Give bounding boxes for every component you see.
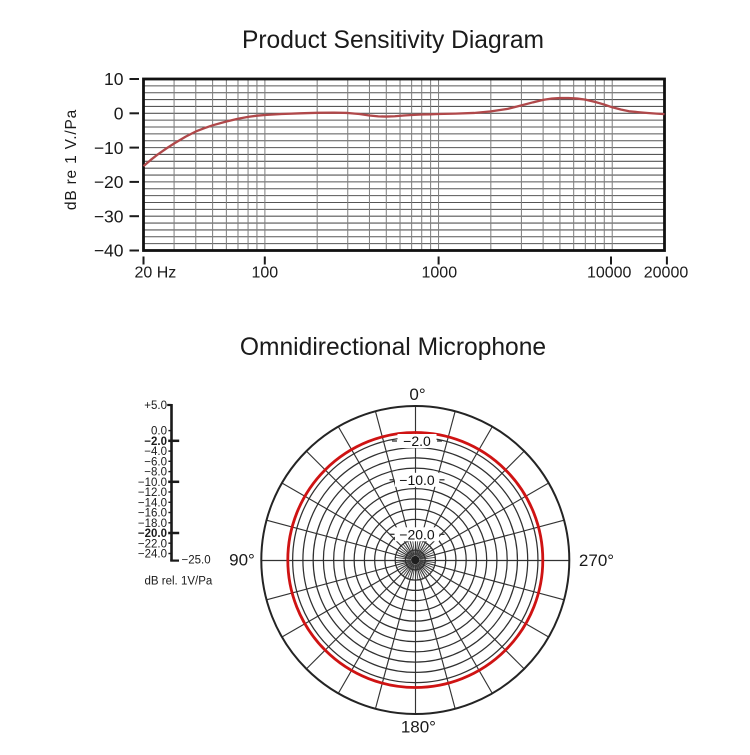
svg-text:100: 100 <box>251 265 278 282</box>
svg-text:−4.0: −4.0 <box>144 446 167 458</box>
svg-text:−10: −10 <box>94 138 124 158</box>
svg-text:−14.0: −14.0 <box>138 497 167 509</box>
svg-text:−6.0: −6.0 <box>144 456 167 468</box>
svg-text:0°: 0° <box>409 385 425 404</box>
svg-text:0.0: 0.0 <box>151 426 167 438</box>
svg-text:20 Hz: 20 Hz <box>135 265 177 282</box>
svg-text:−40: −40 <box>94 241 124 261</box>
svg-text:−16.0: −16.0 <box>138 508 167 520</box>
svg-text:dB re 1 V./Pa: dB re 1 V./Pa <box>63 109 80 210</box>
svg-text:−18.0: −18.0 <box>138 518 167 530</box>
svg-text:−12.0: −12.0 <box>138 487 167 499</box>
svg-text:−25.0: −25.0 <box>182 555 211 567</box>
svg-text:10000: 10000 <box>587 265 632 282</box>
svg-text:dB rel. 1V/Pa: dB rel. 1V/Pa <box>145 575 213 587</box>
svg-text:90°: 90° <box>229 551 255 570</box>
svg-text:−10.0: −10.0 <box>138 477 167 489</box>
svg-text:180°: 180° <box>401 717 436 736</box>
svg-text:−24.0: −24.0 <box>138 549 167 561</box>
svg-text:−22.0: −22.0 <box>138 538 167 550</box>
svg-text:Omnidirectional Microphone: Omnidirectional Microphone <box>240 334 546 361</box>
svg-text:1000: 1000 <box>422 265 458 282</box>
svg-text:−30: −30 <box>94 206 124 226</box>
svg-text:270°: 270° <box>579 551 614 570</box>
svg-text:−20: −20 <box>94 172 124 192</box>
svg-text:−2.0: −2.0 <box>144 436 167 448</box>
svg-text:+5.0: +5.0 <box>144 400 167 412</box>
svg-text:−20.0: −20.0 <box>399 526 435 542</box>
svg-text:10: 10 <box>104 69 124 89</box>
svg-text:−2.0: −2.0 <box>403 433 431 449</box>
svg-text:−8.0: −8.0 <box>144 467 167 479</box>
svg-text:−10.0: −10.0 <box>399 472 435 488</box>
svg-text:Product Sensitivity Diagram: Product Sensitivity Diagram <box>242 27 544 54</box>
svg-text:20000: 20000 <box>644 265 689 282</box>
svg-text:−20.0: −20.0 <box>138 528 167 540</box>
svg-text:0: 0 <box>114 104 124 124</box>
